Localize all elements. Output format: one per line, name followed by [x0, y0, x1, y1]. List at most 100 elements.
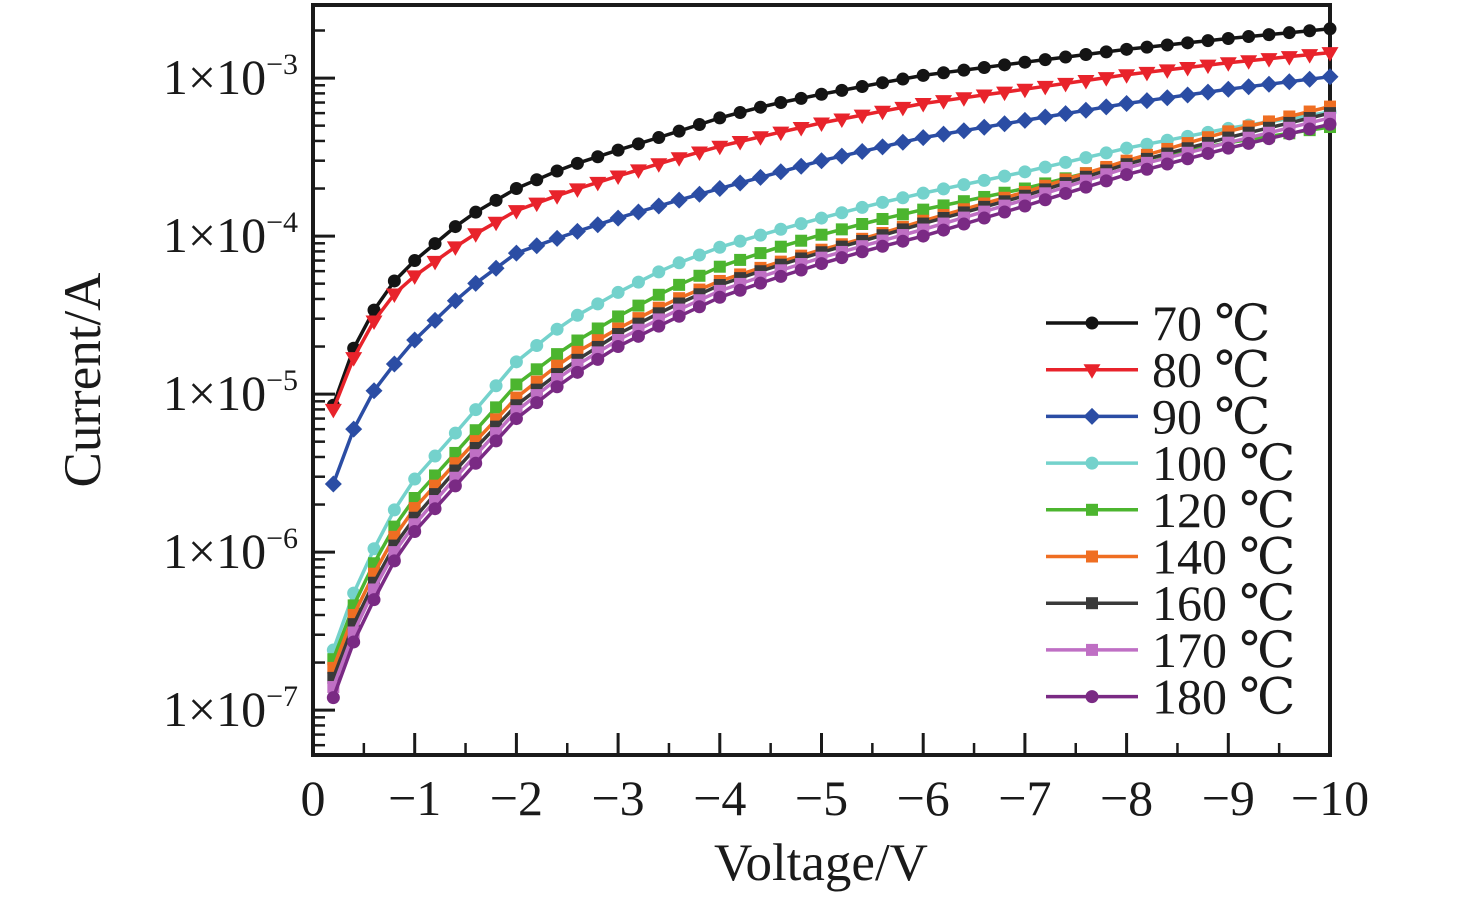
data-point-marker-diamond — [731, 174, 749, 192]
legend-label: 140 ℃ — [1152, 529, 1295, 585]
data-point-marker-circle — [815, 257, 828, 271]
data-point-marker-triangle-down — [548, 190, 566, 205]
data-point-marker-triangle-down — [874, 105, 892, 121]
data-point-marker-square — [1086, 597, 1098, 610]
data-point-marker-triangle-down — [772, 126, 790, 142]
data-point-marker-circle — [1160, 157, 1174, 171]
data-point-marker-diamond — [548, 229, 566, 247]
data-point-marker-circle — [1085, 690, 1099, 704]
data-point-marker-circle — [957, 178, 971, 192]
data-point-marker-circle — [1303, 122, 1317, 136]
data-point-marker-diamond — [487, 259, 505, 277]
y-tick-label: 1×10−4 — [163, 206, 298, 263]
data-point-marker-circle — [387, 503, 401, 517]
x-tick-label: −6 — [897, 770, 950, 826]
data-point-marker-triangle-down — [751, 131, 769, 146]
data-point-marker-triangle-down — [1138, 66, 1156, 82]
data-point-marker-circle — [794, 217, 808, 231]
data-point-marker-circle — [489, 434, 503, 448]
data-point-marker-circle — [1059, 155, 1073, 169]
data-point-marker-circle — [530, 173, 544, 187]
data-point-marker-diamond — [1083, 407, 1101, 425]
data-point-marker-circle — [835, 206, 849, 220]
x-tick-label: −3 — [591, 770, 644, 826]
data-point-marker-circle — [570, 365, 584, 379]
data-point-marker-circle — [753, 276, 767, 290]
data-point-marker-square — [571, 334, 584, 347]
data-point-marker-diamond — [813, 152, 830, 170]
data-point-marker-diamond — [426, 311, 444, 329]
data-point-marker-square — [896, 208, 909, 221]
data-point-marker-diamond — [406, 331, 424, 349]
data-point-marker-square — [652, 288, 665, 301]
data-point-marker-square — [449, 446, 462, 459]
data-point-marker-circle — [1018, 165, 1032, 179]
x-tick-label: −1 — [388, 770, 441, 826]
data-point-marker-circle — [876, 239, 890, 253]
data-point-marker-square — [713, 260, 726, 273]
data-point-marker-circle — [1018, 199, 1032, 213]
series-180C — [326, 117, 1337, 705]
x-tick-label: 0 — [301, 770, 326, 826]
data-point-marker-diamond — [1158, 89, 1176, 107]
data-point-marker-circle — [591, 150, 605, 164]
data-point-marker-triangle-down — [609, 170, 627, 186]
y-tick-label: 1×10−6 — [163, 522, 298, 579]
data-point-marker-circle — [509, 412, 523, 426]
data-point-marker-diamond — [1097, 98, 1115, 116]
data-point-marker-circle — [408, 525, 422, 539]
data-point-marker-circle — [489, 379, 503, 393]
series-90C — [324, 68, 1339, 493]
data-point-marker-diamond — [1260, 75, 1278, 93]
data-point-marker-square — [734, 253, 747, 266]
data-point-marker-circle — [1038, 193, 1052, 207]
data-point-marker-triangle-down — [1240, 55, 1258, 70]
legend-label: 170 ℃ — [1152, 622, 1295, 678]
data-point-marker-triangle-down — [731, 136, 749, 151]
data-point-marker-circle — [1059, 50, 1073, 64]
data-point-marker-diamond — [772, 163, 790, 181]
data-point-marker-circle — [835, 251, 849, 265]
data-point-marker-circle — [367, 593, 381, 607]
data-point-marker-circle — [794, 91, 808, 105]
data-point-marker-circle — [387, 274, 401, 288]
data-point-marker-square — [774, 240, 787, 253]
x-tick-label: −9 — [1202, 770, 1255, 826]
legend-entry-140C: 140 ℃ — [1046, 529, 1295, 585]
data-point-marker-square — [693, 269, 706, 282]
data-point-marker-triangle-down — [650, 158, 668, 173]
legend-entry-160C: 160 ℃ — [1046, 575, 1295, 631]
data-point-marker-circle — [428, 449, 442, 463]
data-point-marker-diamond — [894, 133, 912, 151]
data-point-marker-triangle-down — [629, 164, 647, 179]
data-point-marker-square — [1086, 503, 1098, 516]
data-point-marker-triangle-down — [1118, 69, 1136, 84]
data-point-marker-square — [510, 378, 523, 391]
x-tick-label: −4 — [693, 770, 746, 826]
data-point-marker-circle — [509, 355, 523, 369]
data-point-marker-circle — [387, 554, 401, 568]
data-point-marker-circle — [1282, 127, 1296, 141]
data-point-marker-circle — [591, 297, 605, 311]
data-point-marker-triangle-down — [365, 315, 383, 331]
data-point-marker-circle — [570, 156, 584, 170]
data-point-marker-circle — [998, 169, 1012, 183]
data-point-marker-triangle-down — [1036, 80, 1054, 96]
data-point-marker-circle — [509, 182, 523, 196]
data-point-marker-circle — [937, 66, 951, 80]
data-point-marker-square — [612, 310, 625, 323]
data-point-marker-square — [429, 469, 442, 482]
data-point-marker-circle — [774, 222, 788, 236]
data-point-marker-square — [469, 424, 482, 437]
data-point-marker-triangle-down — [711, 140, 729, 156]
data-point-marker-diamond — [1199, 83, 1217, 101]
data-point-marker-square — [408, 492, 421, 505]
data-point-marker-diamond — [792, 157, 810, 175]
data-point-marker-square — [408, 502, 421, 515]
data-point-marker-circle — [428, 502, 442, 516]
data-point-marker-circle — [1018, 55, 1032, 69]
data-point-marker-square — [835, 223, 848, 236]
data-point-marker-triangle-down — [1219, 57, 1237, 72]
